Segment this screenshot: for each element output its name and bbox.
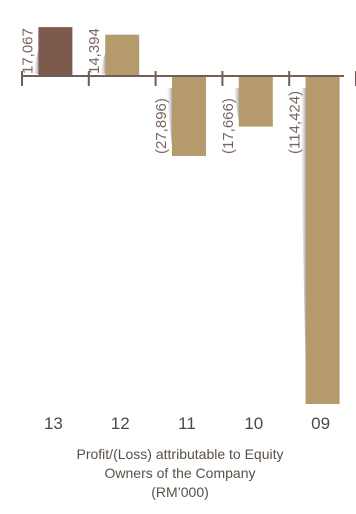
bar-chart: 17,067 14,394 (27,896) (17,666) (114,424) 13… xyxy=(19,27,356,433)
bar-09 xyxy=(305,76,340,404)
bar-shadow-13 xyxy=(32,49,39,74)
bar-12 xyxy=(105,34,140,76)
category-label-11: 11 xyxy=(178,414,196,433)
caption-line-2: Owners of the Company xyxy=(104,465,256,481)
category-label-10: 10 xyxy=(244,414,263,433)
caption-line-1: Profit/(Loss) attributable to Equity xyxy=(76,446,284,462)
bar-10 xyxy=(238,76,273,127)
bar-11 xyxy=(172,76,206,156)
bar-shadow-10 xyxy=(232,88,239,121)
value-labels: 17,067 14,394 (27,896) (17,666) (114,424) xyxy=(19,28,303,154)
category-label-12: 12 xyxy=(111,414,130,433)
value-label-10: (17,666) xyxy=(220,98,237,154)
chart-caption: Profit/(Loss) attributable to Equity Own… xyxy=(20,445,340,502)
category-label-13: 13 xyxy=(44,414,63,433)
bar-shadow-11 xyxy=(166,88,172,147)
category-label-09: 09 xyxy=(311,414,330,433)
bar-shadows xyxy=(32,49,306,365)
bar-shadow-12 xyxy=(99,53,106,74)
value-label-11: (27,896) xyxy=(153,98,170,154)
value-label-09: (114,424) xyxy=(287,91,304,154)
bar-shadow-09 xyxy=(299,88,306,365)
bars xyxy=(38,27,340,404)
value-label-12: 14,394 xyxy=(86,28,103,74)
category-labels: 13 12 11 10 09 xyxy=(44,414,330,433)
axis xyxy=(21,71,356,86)
bar-13 xyxy=(38,27,73,77)
value-label-13: 17,067 xyxy=(19,28,36,74)
caption-line-3: (RM’000) xyxy=(151,484,209,500)
